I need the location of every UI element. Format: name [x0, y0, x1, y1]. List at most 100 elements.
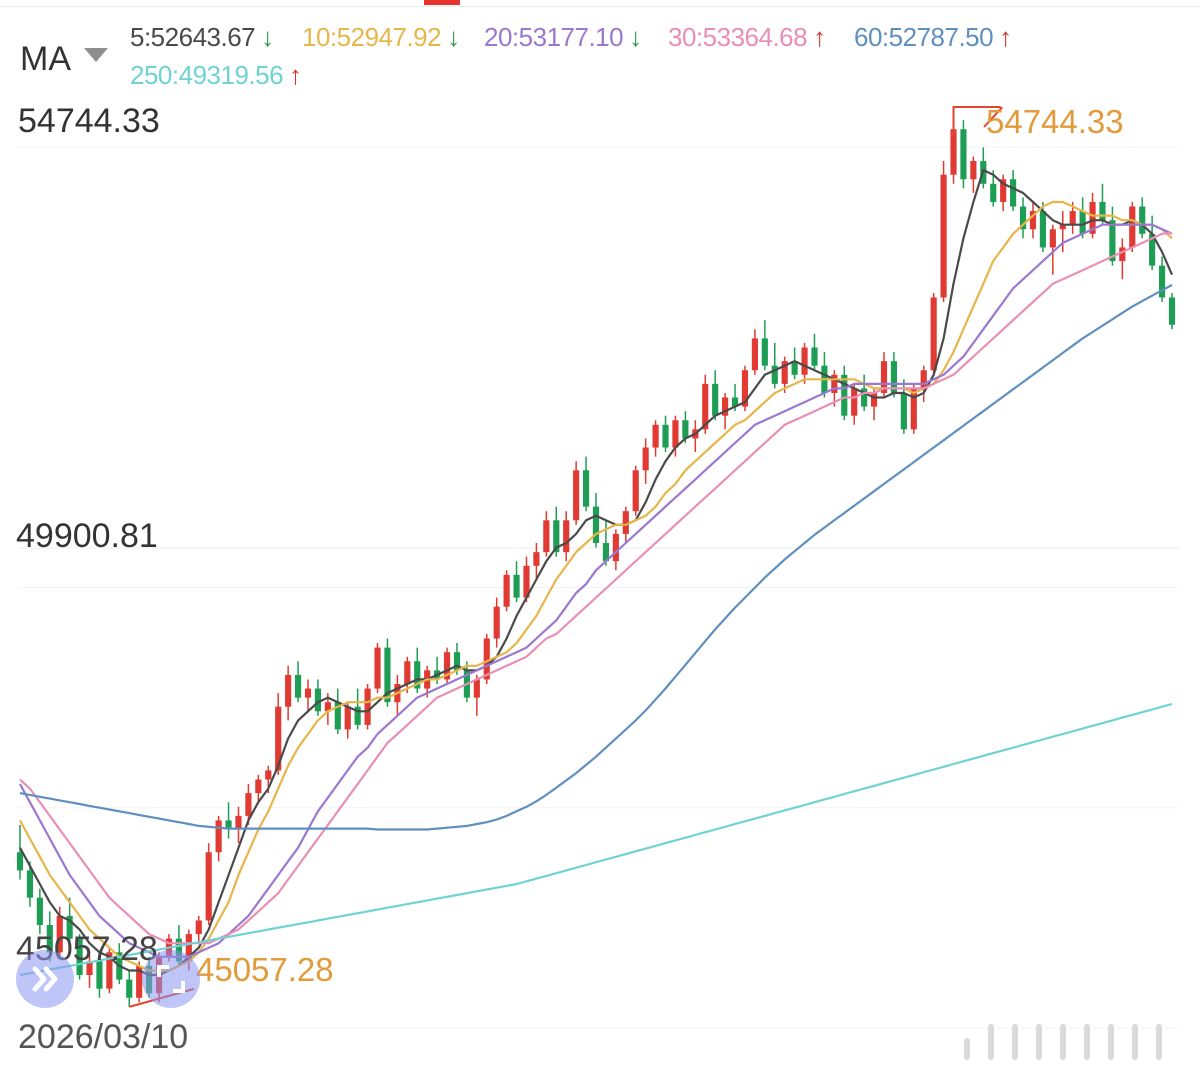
candle-body	[1089, 201, 1096, 234]
candle-body	[126, 979, 133, 998]
ma-legend-value: 10:52947.92	[302, 22, 442, 52]
candle-body	[771, 365, 778, 384]
candle-body	[443, 652, 451, 680]
candle-body	[245, 793, 252, 816]
candle-body	[513, 574, 520, 598]
indicator-dropdown-caret-icon[interactable]	[84, 48, 108, 62]
candle-body	[493, 606, 500, 639]
ma-legend-item: 30:53364.68 ↑	[668, 22, 826, 53]
candle-body	[910, 388, 917, 430]
indicator-label[interactable]: MA	[20, 40, 71, 78]
candle-body	[1029, 211, 1037, 230]
candle-body	[483, 638, 490, 680]
candle-body	[1158, 265, 1166, 298]
candle-body	[880, 361, 888, 393]
ma-line-ma60	[19, 284, 1173, 831]
high-price-label: 54744.33	[986, 103, 1124, 140]
candle-body	[344, 706, 351, 730]
scroll-tick	[1108, 1024, 1114, 1060]
candle-body	[473, 679, 480, 698]
scroll-tick	[1084, 1024, 1090, 1060]
candle-body	[632, 470, 639, 512]
candle-body	[314, 688, 322, 712]
candle-body	[285, 674, 292, 707]
candle-body	[86, 961, 93, 976]
candle-body	[76, 938, 83, 976]
candle-body	[205, 852, 212, 921]
candle-body	[652, 424, 659, 448]
candle-body	[1069, 211, 1076, 225]
candle-body	[136, 965, 143, 998]
candle-body	[563, 520, 570, 553]
scroll-tick	[988, 1024, 994, 1060]
high-marker-line	[952, 106, 1004, 137]
candle-body	[304, 688, 312, 698]
double-chevron-right-icon	[32, 966, 58, 992]
candle-body	[384, 647, 391, 703]
candle-body	[1168, 297, 1176, 325]
candle-body	[56, 915, 63, 953]
ma-line-ma20	[19, 223, 1173, 958]
candle-body	[761, 338, 768, 366]
candle-body	[801, 347, 808, 375]
candle-body	[672, 420, 679, 448]
ma-legend-value: 250:49319.56	[130, 60, 284, 90]
scroll-tick	[964, 1038, 970, 1060]
top-divider	[0, 6, 1200, 7]
candle-body	[612, 533, 619, 562]
candle-body	[374, 647, 381, 689]
candle-body	[1149, 233, 1156, 266]
scroll-tick	[1060, 1024, 1066, 1060]
candle-body	[294, 674, 302, 698]
fullscreen-button[interactable]	[142, 950, 200, 1008]
candle-body	[731, 397, 739, 407]
candle-body	[751, 338, 758, 371]
fullscreen-icon	[157, 965, 185, 993]
candle-body	[265, 770, 272, 780]
candle-body	[195, 920, 202, 935]
ma-line-ma250	[19, 702, 1173, 977]
up-arrow-icon: ↑	[999, 22, 1012, 52]
up-arrow-icon: ↑	[289, 60, 302, 90]
ma-legend-item: 60:52787.50 ↑	[854, 22, 1012, 53]
candle-body	[36, 897, 43, 925]
candle-body	[1039, 211, 1046, 248]
candle-body	[16, 852, 24, 871]
candle-body	[334, 702, 341, 730]
candle-body	[543, 520, 550, 553]
candle-body	[831, 374, 838, 393]
candle-body	[950, 129, 957, 175]
candle-body	[1109, 220, 1116, 262]
ma-line-ma30	[19, 231, 1173, 945]
candle-body	[861, 388, 868, 407]
ma-legend-value: 30:53364.68	[668, 22, 808, 52]
candle-body	[920, 370, 927, 389]
candle-body	[106, 952, 113, 989]
candle-body	[712, 383, 719, 416]
down-arrow-icon: ↓	[261, 22, 274, 52]
candle-body	[573, 470, 580, 521]
low-price-label: 45057.28	[196, 951, 334, 988]
down-arrow-icon: ↓	[447, 22, 460, 52]
candle-body	[185, 934, 192, 962]
candle-body	[275, 706, 282, 771]
candle-body	[354, 706, 361, 725]
ma-legend-value: 20:53177.10	[484, 22, 624, 52]
candle-body	[582, 470, 590, 507]
candle-body	[503, 574, 510, 607]
ma-line-ma5	[19, 169, 1174, 977]
bottom-scroll-ticks[interactable]	[960, 1022, 1190, 1066]
candle-body	[1059, 224, 1066, 230]
candle-body	[523, 565, 530, 598]
candle-body	[96, 961, 103, 989]
candle-body	[1010, 179, 1017, 207]
candle-body	[235, 815, 242, 830]
candle-body	[1139, 206, 1146, 234]
candle-body	[970, 161, 977, 180]
candle-body	[662, 424, 669, 448]
candle-body	[404, 661, 411, 684]
forward-button[interactable]	[16, 950, 74, 1008]
candle-body	[622, 511, 629, 534]
ma-legend-item: 10:52947.92 ↓	[302, 22, 460, 53]
